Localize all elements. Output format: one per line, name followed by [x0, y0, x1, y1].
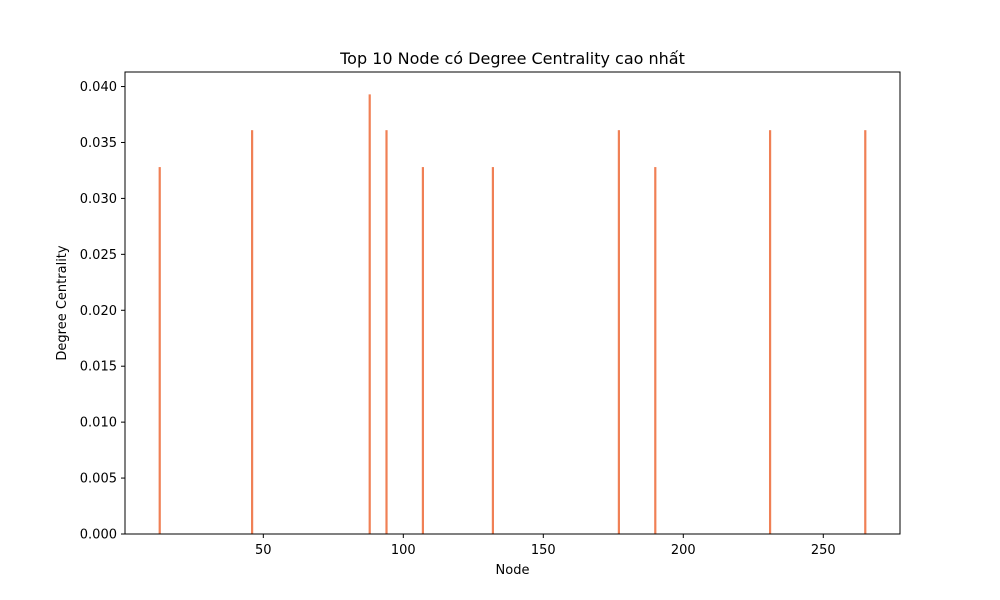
y-tick-label: 0.040	[80, 80, 117, 95]
x-tick-label: 200	[671, 543, 696, 558]
y-tick-label: 0.020	[80, 304, 117, 319]
y-tick-label: 0.005	[80, 472, 117, 487]
bar-node-231	[768, 130, 772, 535]
x-tick-label: 250	[811, 543, 836, 558]
bar-node-94	[385, 130, 388, 535]
bar-node-132	[491, 167, 494, 534]
y-ticks-group: 0.000 0.005 0.010 0.015 0.020 0.025 0.030 0.035…	[80, 80, 125, 543]
bar-node-265	[864, 130, 867, 535]
y-tick-label: 0.025	[80, 248, 117, 263]
x-ticks-group: 50 100 150 200 250	[255, 534, 836, 558]
x-tick-label: 50	[255, 543, 272, 558]
x-tick-label: 150	[531, 543, 556, 558]
bar-node-107	[421, 167, 424, 534]
plot-frame	[124, 71, 901, 535]
bar-node-177	[617, 130, 620, 535]
x-axis-label: Node	[496, 563, 530, 578]
chart-title: Top 10 Node có Degree Centrality cao nhấ…	[339, 49, 685, 68]
x-tick-label: 100	[391, 543, 416, 558]
y-tick-label: 0.030	[80, 192, 117, 207]
y-tick-label: 0.015	[80, 360, 117, 375]
bars-group	[158, 94, 867, 535]
bar-node-190	[654, 167, 657, 534]
bar-node-13	[158, 167, 161, 534]
y-axis-label: Degree Centrality	[55, 245, 70, 360]
bar-node-88	[368, 94, 371, 535]
y-tick-label: 0.010	[80, 416, 117, 431]
y-tick-label: 0.000	[80, 528, 117, 543]
y-tick-label: 0.035	[80, 136, 117, 151]
bar-node-46	[251, 130, 254, 535]
